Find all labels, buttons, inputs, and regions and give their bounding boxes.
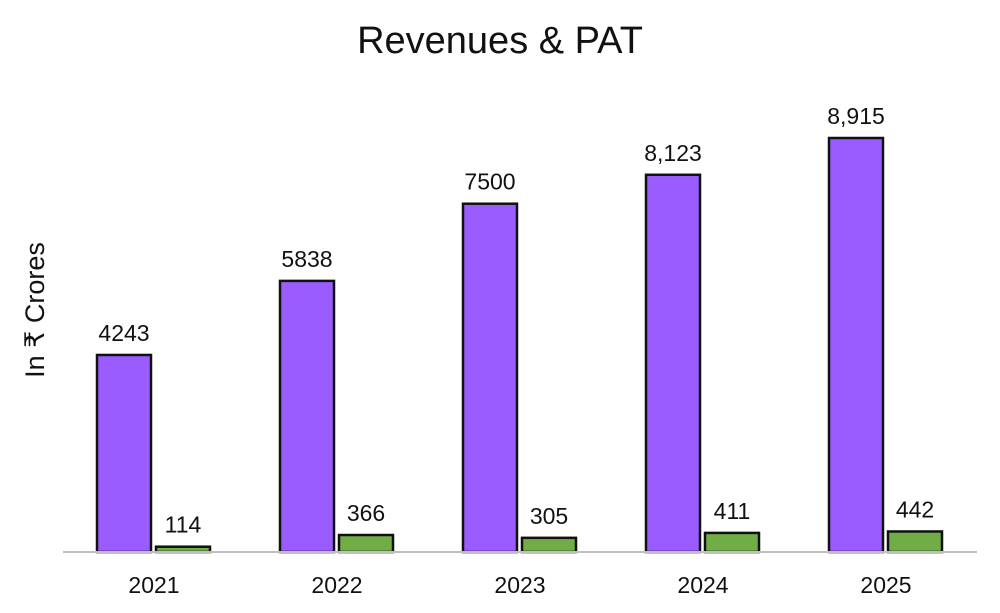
x-tick-2023: 2023 (494, 572, 545, 598)
revenue-bar-2024 (644, 173, 702, 554)
pat-label-2023: 305 (530, 503, 568, 529)
pat-label-2025: 442 (896, 496, 934, 522)
x-tick-2025: 2025 (860, 572, 911, 598)
revenue-label-2022: 5838 (281, 246, 332, 272)
revenue-bar-2025 (827, 136, 885, 554)
x-tick-group: 2021 2022 2023 2024 2025 (128, 572, 911, 598)
revenue-bar-2023 (461, 202, 519, 554)
pat-label-2022: 366 (347, 500, 385, 526)
x-tick-2021: 2021 (128, 572, 179, 598)
x-tick-2024: 2024 (677, 572, 728, 598)
y-axis-label: In ₹ Crores (20, 242, 50, 378)
pat-bar-2024 (703, 531, 761, 554)
revenue-label-2021: 4243 (98, 320, 149, 346)
x-tick-2022: 2022 (311, 572, 362, 598)
revenue-label-2024: 8,123 (644, 140, 702, 166)
pat-label-2024: 411 (714, 498, 751, 524)
pat-bar-2023 (520, 536, 578, 554)
revenue-label-2025: 8,915 (827, 103, 885, 129)
chart-title: Revenues & PAT (357, 20, 643, 62)
revenue-label-2023: 7500 (464, 169, 515, 195)
pat-bar-2025 (886, 530, 944, 554)
data-label-group: 4243 114 5838 366 7500 305 8,123 411 8,915 442 (98, 103, 934, 538)
pat-bar-2022 (337, 533, 395, 554)
revenue-bar-2021 (95, 353, 153, 554)
pat-label-2021: 114 (165, 512, 202, 538)
bar-group (95, 136, 944, 554)
revenue-bar-2022 (278, 279, 336, 554)
